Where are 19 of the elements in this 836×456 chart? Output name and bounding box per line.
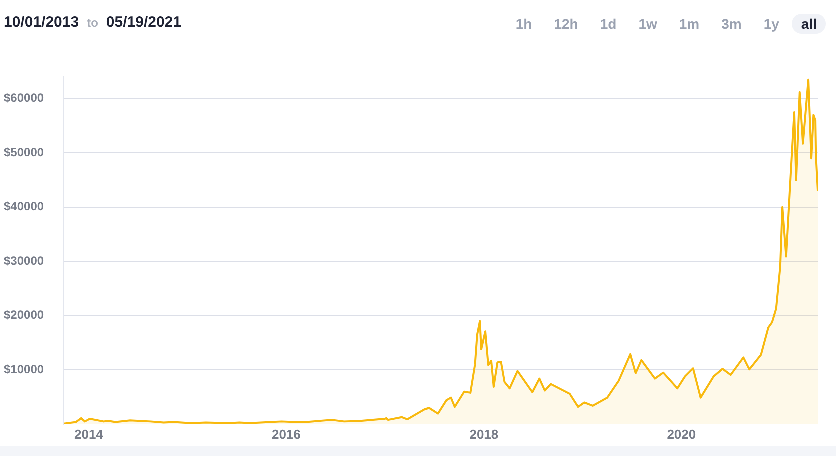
text: 1d: [599, 15, 618, 34]
text: 1w: [638, 15, 658, 34]
y-tick-label: $40000: [4, 200, 44, 214]
x-tick-label: 2018: [470, 426, 499, 442]
chart-title: 10/01/2013 to 05/19/2021: [4, 14, 182, 31]
x-tick-label: 2016: [272, 426, 301, 442]
y-tick-label: $30000: [4, 254, 44, 268]
x-tick-label: 2020: [667, 426, 696, 442]
text: 3m: [720, 15, 743, 34]
text: 1y: [762, 15, 780, 34]
text: 12h: [553, 15, 580, 34]
y-tick-label: $20000: [4, 308, 44, 322]
text: 1m: [678, 15, 701, 34]
text: 1h: [514, 15, 534, 34]
y-tick-label: $60000: [4, 91, 44, 106]
y-tick-label: $10000: [4, 362, 44, 376]
text: all: [792, 14, 826, 34]
x-tick-label: 2014: [74, 426, 104, 442]
y-tick-label: $50000: [4, 145, 44, 160]
